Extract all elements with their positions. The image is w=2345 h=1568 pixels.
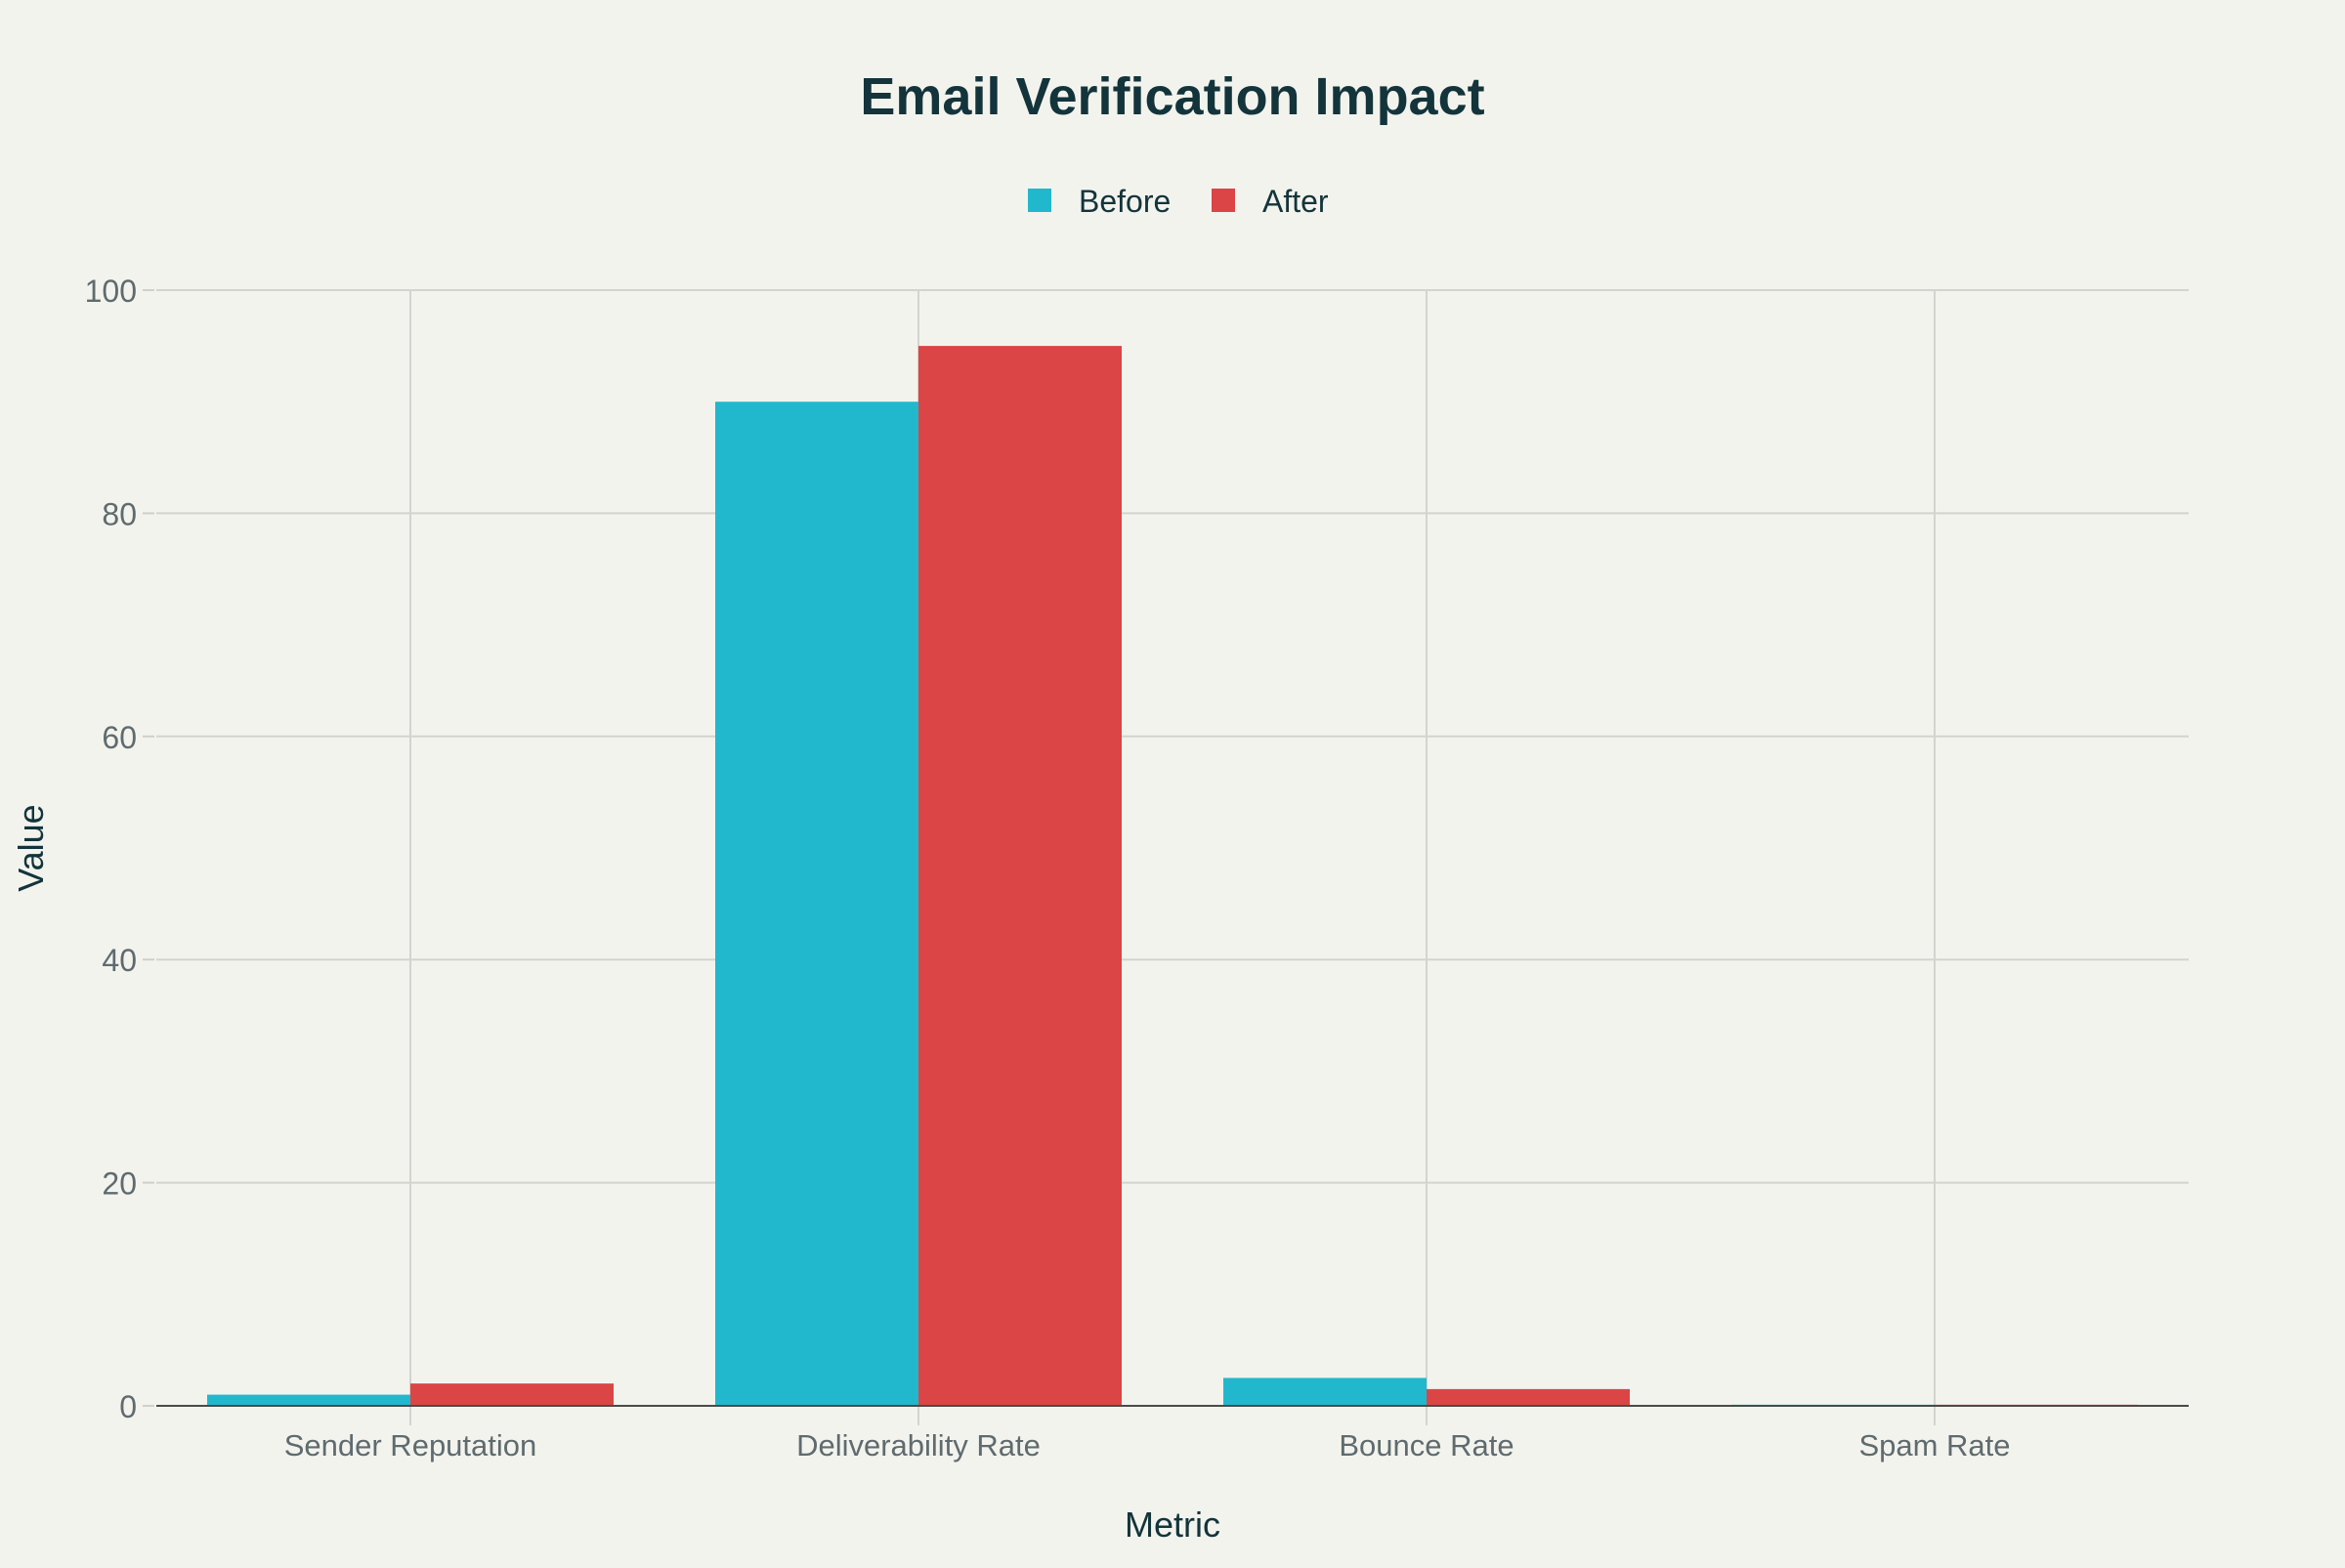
x-tick-label: Deliverability Rate <box>796 1428 1041 1462</box>
bar-before <box>1223 1377 1427 1406</box>
x-tick-label: Sender Reputation <box>284 1428 537 1462</box>
bar-before <box>715 402 918 1407</box>
legend: Before After <box>1028 184 1329 219</box>
y-tick-label: 100 <box>85 274 137 309</box>
y-tick-label: 20 <box>102 1166 137 1202</box>
grid <box>156 289 2189 1425</box>
legend-label-before: Before <box>1079 184 1171 219</box>
y-tick-label: 0 <box>119 1389 137 1424</box>
legend-swatch-before <box>1028 189 1051 212</box>
x-tick-label: Spam Rate <box>1858 1428 2010 1462</box>
bar-after <box>918 346 1122 1407</box>
y-axis-label: Value <box>11 804 51 891</box>
axes: 0 20 40 60 80 100 Sender Reputation Deliverabil… <box>85 274 2189 1462</box>
y-tick-label: 40 <box>102 943 137 978</box>
y-tick-label: 60 <box>102 720 137 755</box>
x-tick-label: Bounce Rate <box>1339 1428 1514 1462</box>
bars <box>207 346 2138 1407</box>
legend-label-after: After <box>1262 184 1329 219</box>
x-axis-label: Metric <box>1125 1504 1220 1545</box>
bar-after <box>410 1383 614 1406</box>
legend-swatch-after <box>1212 189 1235 212</box>
chart-title: Email Verification Impact <box>860 67 1484 126</box>
bar-before <box>207 1394 410 1406</box>
y-tick-label: 80 <box>102 496 137 531</box>
bar-after <box>1427 1388 1630 1406</box>
